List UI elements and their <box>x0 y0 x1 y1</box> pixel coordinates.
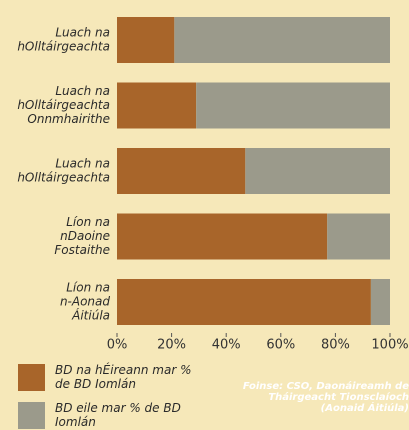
legend-label: BD eile mar % de BD Iomlán <box>55 401 181 429</box>
category-label: Luach na <box>55 157 110 171</box>
category-label: hOlltáirgeachta <box>17 40 110 54</box>
legend-item: BD eile mar % de BD Iomlán <box>18 401 205 429</box>
legend-item: BD na hÉireann mar % de BD Iomlán <box>18 363 205 391</box>
bar-segment <box>370 279 390 325</box>
x-tick-label: 60% <box>266 338 295 353</box>
x-tick-label: 20% <box>157 338 186 353</box>
category-label: nDaoine <box>60 229 110 243</box>
category-label: n-Aonad <box>60 295 110 309</box>
category-label: Luach na <box>55 84 110 98</box>
category-label: Líon na <box>66 281 110 295</box>
bar-segment <box>117 17 175 63</box>
bar-segment <box>117 148 246 194</box>
x-tick-label: 80% <box>321 338 350 353</box>
category-label: hOlltáirgeachta <box>17 171 110 185</box>
source-note: Foinse: CSO, Daonáireamh de Tháirgeacht … <box>242 381 409 414</box>
x-tick-label: 0% <box>107 338 128 353</box>
bar-segment <box>196 82 390 129</box>
x-tick-label: 100% <box>371 338 408 353</box>
bar-segment <box>117 82 197 129</box>
legend-swatch <box>18 401 45 429</box>
category-label: Onnmhairithe <box>27 112 110 126</box>
category-label: hOlltáirgeachta <box>17 98 110 112</box>
bar-segment <box>245 148 390 194</box>
legend-label: BD na hÉireann mar % de BD Iomlán <box>55 363 192 391</box>
category-label: Áitiúla <box>71 308 110 323</box>
bar-segment <box>327 213 390 260</box>
bar-segment <box>174 17 390 63</box>
category-label: Fostaithe <box>54 243 110 257</box>
legend-swatch <box>18 363 45 391</box>
x-tick-label: 40% <box>212 338 241 353</box>
category-label: Luach na <box>55 26 110 40</box>
category-label: Líon na <box>66 215 110 229</box>
bar-segment <box>117 279 371 325</box>
bar-segment <box>117 213 328 260</box>
